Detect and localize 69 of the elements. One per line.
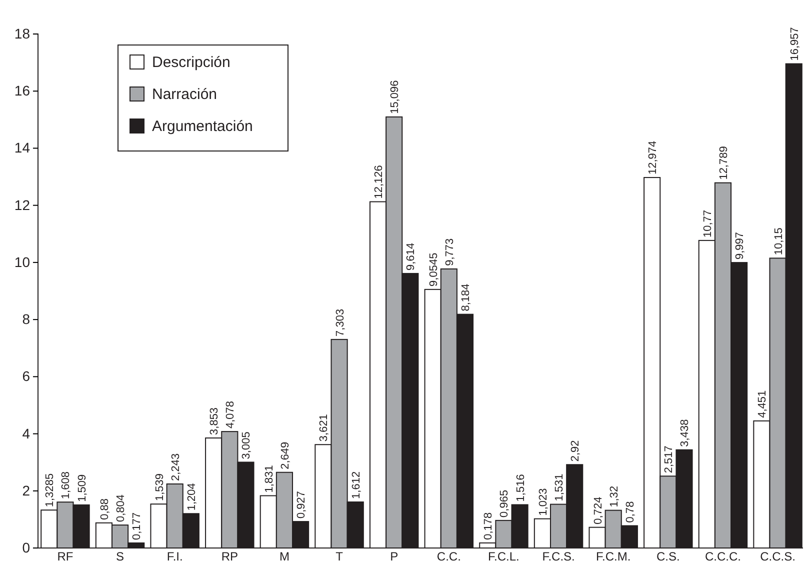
x-tick-label: C.C.S. [760, 550, 796, 564]
legend-label: Argumentación [152, 118, 253, 135]
x-tick-label: C.C.C. [704, 550, 741, 564]
data-label: 12,789 [718, 146, 730, 180]
x-tick-label: M [279, 550, 290, 564]
data-label: 0,927 [296, 491, 308, 519]
data-label: 7,303 [334, 308, 346, 336]
data-label: 12,126 [373, 165, 386, 199]
x-tick-label: F.C.L. [488, 550, 520, 564]
x-tick-label: T [336, 550, 344, 564]
data-label: 0,724 [592, 496, 604, 524]
x-tick-label: C.C. [436, 550, 461, 564]
data-label: 4,451 [756, 390, 769, 418]
data-label: 1,516 [514, 474, 527, 502]
data-label: 1,831 [263, 465, 276, 493]
data-label: 12,974 [647, 140, 660, 175]
x-tick-label: F.I. [166, 550, 183, 564]
data-label: 0,965 [498, 490, 511, 518]
x-tick-label: P [390, 550, 398, 564]
data-label: 3,005 [240, 432, 253, 460]
data-label: 15,096 [389, 80, 402, 114]
data-label: 0,178 [482, 512, 495, 540]
x-tick-label: RF [57, 550, 74, 564]
y-tick-label: 18 [14, 25, 30, 42]
data-label: 0,804 [115, 494, 128, 522]
data-label: 2,517 [663, 446, 676, 474]
y-tick-label: 12 [14, 196, 30, 213]
data-label: 0,78 [624, 501, 636, 523]
data-label: 1,509 [76, 474, 88, 502]
data-label: 0,88 [98, 498, 111, 520]
data-label: 9,773 [444, 238, 456, 266]
x-tick-label: F.C.S. [542, 550, 575, 564]
x-tick-label: RP [221, 550, 238, 564]
data-label: 1,3285 [44, 473, 56, 508]
y-tick-label: 2 [22, 482, 30, 498]
data-label: 1,531 [554, 474, 566, 502]
data-label: 3,621 [318, 414, 330, 442]
data-label: 4,078 [224, 401, 237, 429]
data-label: 1,32 [608, 486, 620, 508]
data-label: 2,92 [570, 440, 582, 462]
data-label: 9,0545 [428, 252, 440, 286]
y-tick-label: 14 [14, 140, 30, 156]
y-tick-label: 4 [22, 425, 30, 442]
data-label: 16,957 [788, 27, 801, 61]
data-label: 10,77 [702, 210, 714, 238]
data-label: 2,243 [170, 453, 182, 481]
data-label: 8,184 [460, 284, 472, 312]
data-label: 10,15 [772, 228, 785, 256]
x-tick-label: C.S. [656, 550, 680, 564]
data-label: 3,853 [208, 407, 221, 435]
x-tick-label: S [116, 550, 124, 564]
data-label: 1,608 [60, 472, 72, 500]
y-tick-label: 8 [22, 311, 30, 328]
data-label: 3,438 [679, 419, 692, 447]
data-label: 0,177 [131, 512, 144, 540]
y-tick-label: 0 [22, 539, 30, 556]
legend-label: Descripción [152, 54, 230, 71]
data-label: 1,204 [186, 483, 198, 511]
data-label: 1,539 [154, 474, 166, 502]
y-tick-label: 16 [14, 82, 30, 99]
data-label: 9,614 [405, 242, 418, 270]
data-label: 1,612 [350, 471, 362, 499]
x-tick-label: F.C.M. [596, 550, 631, 564]
data-label: 9,997 [734, 232, 746, 260]
legend-label: Narración [152, 86, 218, 103]
y-tick-label: 6 [22, 368, 30, 384]
data-label: 2,649 [279, 442, 292, 470]
data-label: 1,023 [537, 488, 550, 516]
y-tick-label: 10 [14, 254, 30, 270]
